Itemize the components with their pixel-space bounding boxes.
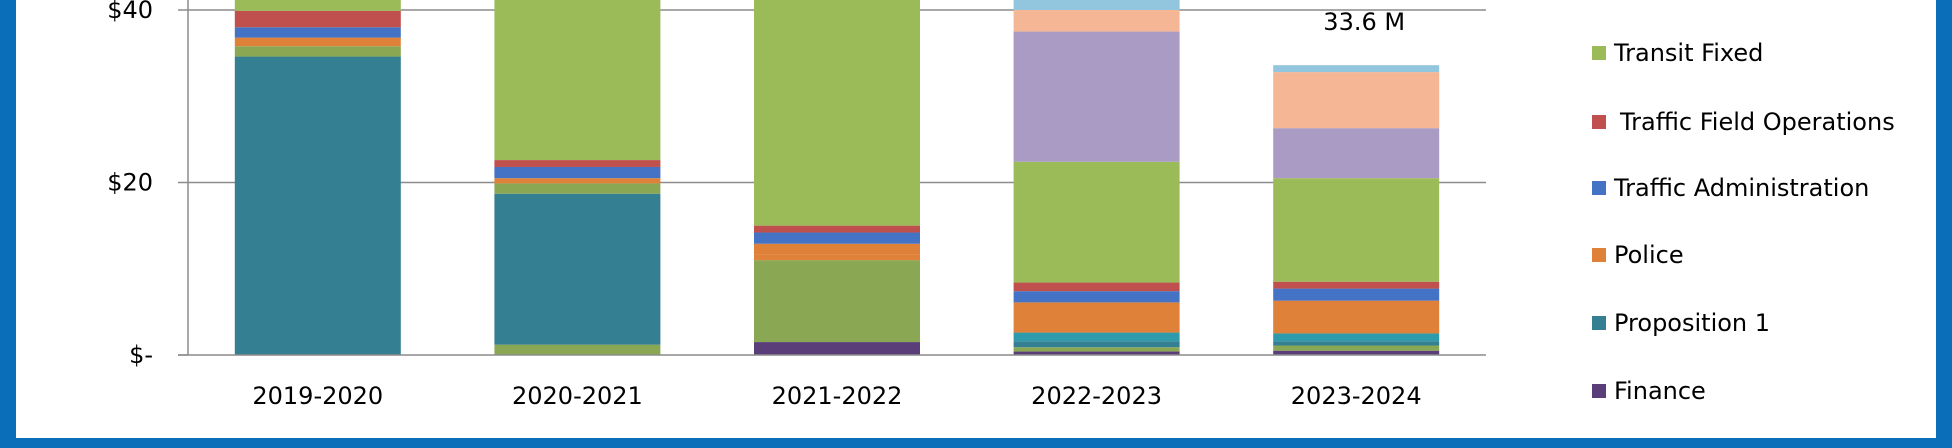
legend-label: Transit Fixed bbox=[1613, 39, 1763, 67]
legend-label: Police bbox=[1614, 241, 1684, 269]
bar-segment bbox=[494, 344, 661, 355]
bar-segment bbox=[494, 193, 661, 345]
legend-swatch bbox=[1592, 46, 1606, 60]
bar-segment bbox=[1273, 128, 1440, 179]
bar-segment bbox=[1273, 288, 1440, 301]
legend-label: Proposition 1 bbox=[1614, 309, 1770, 337]
total-annotation: 33.6 M bbox=[1323, 8, 1405, 36]
legend-swatch bbox=[1592, 181, 1606, 195]
x-tick-label: 2022-2023 bbox=[1031, 382, 1162, 410]
bar-segment bbox=[234, 10, 401, 28]
bar-segment bbox=[494, 166, 661, 179]
bar-segment bbox=[1013, 161, 1180, 283]
x-tick-labels: 2019-2020 2020-2021 2021-2022 2022-2023 2023… bbox=[252, 382, 1421, 410]
bar-segment bbox=[234, 27, 401, 38]
y-tick-label: $20 bbox=[107, 169, 153, 197]
bar-segment bbox=[754, 225, 920, 233]
legend-swatch bbox=[1592, 316, 1606, 330]
bar-segment bbox=[1273, 72, 1440, 129]
bar-segment bbox=[1273, 345, 1440, 351]
bar-segment bbox=[1013, 291, 1180, 303]
bar-segment bbox=[754, 0, 920, 226]
legend-label: Finance bbox=[1614, 377, 1706, 405]
bar-segment bbox=[494, 0, 661, 161]
bar-segment bbox=[754, 260, 920, 343]
bar-segment bbox=[494, 183, 661, 194]
axes bbox=[178, 0, 1486, 356]
legend-swatch bbox=[1592, 115, 1606, 129]
y-tick-label: $40 bbox=[107, 0, 153, 24]
bar-segment bbox=[1273, 350, 1440, 355]
bar-segment bbox=[1013, 302, 1180, 333]
bar-segment bbox=[234, 0, 401, 11]
frame-border-inner-left bbox=[16, 0, 18, 438]
bar-segment bbox=[754, 232, 920, 244]
frame-border-right bbox=[1936, 0, 1952, 448]
frame-border-inner-right bbox=[1934, 0, 1936, 438]
bar-segment bbox=[754, 243, 920, 255]
frame-border-left bbox=[0, 0, 16, 448]
bar-segment bbox=[1273, 65, 1440, 73]
x-tick-label: 2019-2020 bbox=[252, 382, 383, 410]
bar-segment bbox=[1273, 341, 1440, 346]
legend-swatch bbox=[1592, 248, 1606, 262]
bar-segment bbox=[1013, 341, 1180, 348]
bar-segment bbox=[494, 178, 661, 184]
bars bbox=[234, 0, 1440, 355]
bar-segment bbox=[494, 160, 661, 167]
bar-segment bbox=[754, 342, 920, 355]
annotations: 33.6 M bbox=[1323, 8, 1405, 36]
bar-segment bbox=[1273, 333, 1440, 342]
bar-segment bbox=[1013, 31, 1180, 162]
bar-segment bbox=[234, 46, 401, 57]
bar-segment bbox=[1273, 300, 1440, 334]
x-tick-label: 2020-2021 bbox=[512, 382, 643, 410]
bar-segment bbox=[1273, 178, 1440, 282]
y-tick-label: $- bbox=[129, 341, 153, 369]
bar-segment bbox=[1013, 10, 1180, 32]
bar-segment bbox=[1013, 332, 1180, 342]
x-tick-label: 2023-2024 bbox=[1291, 382, 1422, 410]
legend-swatch bbox=[1592, 384, 1606, 398]
bar-segment bbox=[1273, 281, 1440, 289]
bar-segment bbox=[754, 254, 920, 261]
bar-segment bbox=[1013, 351, 1180, 355]
legend-label: Traffic Field Operations bbox=[1619, 108, 1895, 136]
legend-label: Traffic Administration bbox=[1613, 174, 1869, 202]
legend: Finance Proposition 1 Police Traffic Admini… bbox=[1592, 39, 1895, 405]
bar-segment bbox=[1013, 0, 1180, 10]
bar-segment bbox=[1013, 282, 1180, 292]
bar-segment bbox=[1013, 347, 1180, 352]
bar-segment bbox=[234, 56, 401, 355]
frame-border-bottom bbox=[0, 438, 1952, 448]
y-tick-labels: $- $20 $40 bbox=[107, 0, 153, 369]
x-tick-label: 2021-2022 bbox=[772, 382, 903, 410]
bar-segment bbox=[234, 37, 401, 47]
